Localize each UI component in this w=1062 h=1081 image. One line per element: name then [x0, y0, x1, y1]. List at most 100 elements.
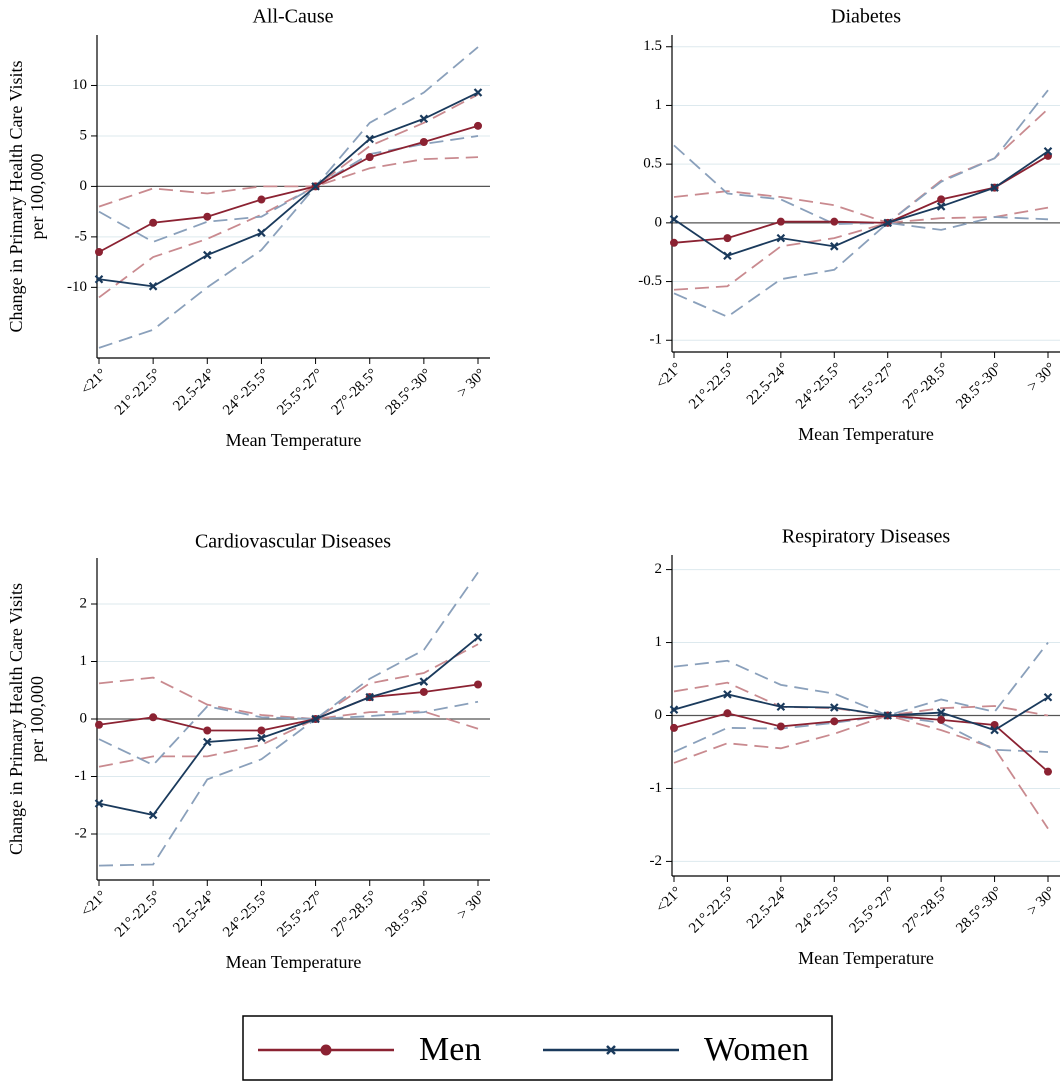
- marker: [257, 733, 266, 743]
- marker: [776, 233, 786, 243]
- y-tick-label: -1: [650, 780, 663, 796]
- y-tick-label: -5: [75, 228, 88, 244]
- ci-line: [673, 89, 1049, 225]
- marker: [670, 723, 678, 732]
- marker: [95, 248, 103, 257]
- y-tick-label: 1.5: [643, 38, 662, 54]
- x-axis-label: Mean Temperature: [798, 948, 934, 968]
- marker: [776, 722, 785, 731]
- marker: [937, 195, 946, 204]
- y-tick-label: 2: [655, 561, 663, 577]
- y-tick-label: 10: [72, 77, 87, 93]
- x-tick-label: 25.5°-27°: [274, 366, 327, 419]
- x-tick-label: 24°-25.5°: [793, 360, 846, 413]
- panel-title: Cardiovascular Diseases: [195, 531, 391, 553]
- ci-line: [98, 93, 479, 208]
- marker: [419, 687, 428, 696]
- marker: [830, 717, 839, 726]
- y-axis-label: Change in Primary Health Care Visits: [6, 583, 26, 855]
- series-line: [98, 91, 479, 288]
- x-tick-label: 27°-28.5°: [328, 888, 381, 941]
- marker: [723, 709, 732, 718]
- x-tick-label: 21°-22.5°: [112, 888, 165, 941]
- series-line: [98, 636, 479, 817]
- series-line: [673, 712, 1049, 773]
- x-axis-label: Mean Temperature: [226, 952, 362, 972]
- x-tick-label: 22.5-24°: [744, 360, 792, 408]
- marker: [1043, 146, 1053, 156]
- marker: [365, 134, 374, 144]
- marker: [883, 218, 892, 228]
- marker: [149, 218, 158, 227]
- marker: [94, 799, 104, 808]
- y-axis-label: per 100,000: [27, 676, 47, 762]
- x-tick-label: 21°-22.5°: [112, 366, 165, 419]
- marker: [203, 737, 212, 747]
- y-tick-label: 2: [80, 595, 88, 611]
- legend-box: [242, 1015, 833, 1081]
- ci-line: [98, 156, 479, 299]
- marker: [936, 202, 946, 211]
- marker: [474, 121, 482, 130]
- marker: [419, 677, 429, 686]
- x-tick-label: 25.5°-27°: [846, 884, 899, 937]
- marker: [723, 690, 732, 699]
- marker: [203, 250, 212, 260]
- y-tick-label: 0: [80, 178, 88, 194]
- marker: [257, 726, 266, 735]
- marker: [830, 217, 839, 226]
- y-tick-label: -10: [67, 279, 87, 295]
- y-axis-label: Change in Primary Health Care Visits: [6, 60, 26, 332]
- marker: [723, 234, 732, 243]
- x-tick-label: 28.5°-30°: [953, 360, 1006, 413]
- marker: [830, 242, 839, 251]
- x-tick-label: 21°-22.5°: [686, 884, 739, 937]
- marker: [776, 217, 785, 226]
- x-tick-label: > 30°: [454, 888, 489, 923]
- series-line: [98, 683, 479, 732]
- marker: [419, 137, 428, 146]
- x-tick-label: 27°-28.5°: [900, 360, 953, 413]
- marker: [936, 708, 946, 717]
- marker: [669, 705, 679, 714]
- marker: [257, 195, 266, 204]
- x-tick-label: <21°: [78, 366, 110, 398]
- x-tick-label: 24°-25.5°: [793, 884, 846, 937]
- y-tick-label: -0.5: [638, 273, 662, 289]
- marker: [474, 680, 482, 689]
- x-tick-label: 28.5°-30°: [953, 884, 1006, 937]
- x-tick-label: 22.5-24°: [744, 884, 792, 932]
- marker: [776, 702, 786, 712]
- marker: [669, 215, 679, 224]
- marker: [148, 282, 158, 291]
- panel-title: Diabetes: [831, 6, 901, 28]
- marker: [473, 88, 483, 97]
- x-tick-label: > 30°: [1024, 360, 1059, 395]
- legend-label: Women: [704, 1031, 809, 1068]
- marker: [203, 726, 212, 735]
- x-tick-label: 28.5°-30°: [383, 888, 436, 941]
- ci-line: [98, 135, 479, 349]
- ci-line: [98, 46, 479, 243]
- marker: [311, 182, 320, 191]
- marker: [94, 274, 104, 284]
- marker: [723, 251, 732, 261]
- marker: [670, 238, 678, 247]
- y-tick-label: 1: [80, 653, 88, 669]
- marker: [148, 810, 158, 820]
- marker: [257, 228, 266, 238]
- marker: [419, 114, 429, 124]
- marker: [311, 714, 320, 724]
- x-tick-label: > 30°: [1024, 884, 1059, 919]
- x-tick-label: <21°: [653, 360, 685, 392]
- panel-title: All-Cause: [252, 6, 333, 28]
- x-tick-label: 25.5°-27°: [846, 360, 899, 413]
- ci-line: [98, 700, 479, 867]
- marker: [883, 711, 892, 720]
- marker: [365, 692, 374, 702]
- marker: [1044, 767, 1052, 776]
- x-tick-label: <21°: [653, 884, 685, 916]
- marker: [149, 713, 158, 722]
- marker: [473, 633, 483, 642]
- ci-line: [673, 641, 1049, 717]
